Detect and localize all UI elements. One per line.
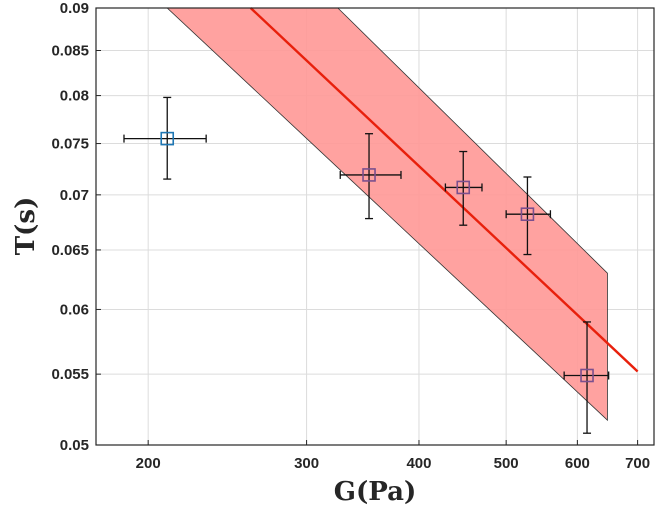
data-points-layer bbox=[123, 96, 610, 434]
x-tick-label: 400 bbox=[406, 455, 431, 472]
y-axis-label: T(s) bbox=[11, 197, 41, 256]
data-point-marker bbox=[362, 168, 376, 182]
data-point-marker bbox=[580, 368, 594, 383]
y-tick-label: 0.05 bbox=[60, 437, 89, 454]
data-point-marker bbox=[456, 180, 471, 195]
y-tick-label: 0.065 bbox=[51, 242, 89, 259]
x-axis-label: G(Pa) bbox=[334, 477, 417, 507]
fit-line bbox=[249, 7, 639, 373]
data-point-group bbox=[444, 150, 483, 226]
x-tick-label: 700 bbox=[625, 455, 650, 472]
y-tick-label: 0.06 bbox=[60, 301, 89, 318]
y-tick-label: 0.085 bbox=[51, 42, 89, 59]
data-point-group bbox=[339, 133, 402, 220]
data-point-group bbox=[123, 96, 207, 180]
data-point-marker bbox=[520, 207, 535, 222]
x-tick-label: 600 bbox=[565, 455, 590, 472]
x-tick-label: 300 bbox=[294, 455, 319, 472]
plot-frame bbox=[95, 7, 655, 446]
y-tick-label: 0.055 bbox=[51, 366, 89, 383]
y-tick-label: 0.07 bbox=[60, 187, 89, 204]
x-tick-label: 200 bbox=[136, 455, 161, 472]
fit-line-layer bbox=[249, 7, 639, 373]
tick-layer: 200 300 400 500 600 700 0.05 0.055 0.06 0.065 0.07… bbox=[51, 0, 650, 472]
data-point-marker bbox=[160, 131, 175, 146]
x-tick-label: 500 bbox=[494, 455, 519, 472]
data-point-group bbox=[505, 176, 552, 256]
y-tick-label: 0.09 bbox=[60, 0, 89, 17]
data-point-group bbox=[563, 321, 610, 434]
y-tick-label: 0.075 bbox=[51, 136, 89, 153]
y-tick-label: 0.08 bbox=[60, 88, 89, 105]
